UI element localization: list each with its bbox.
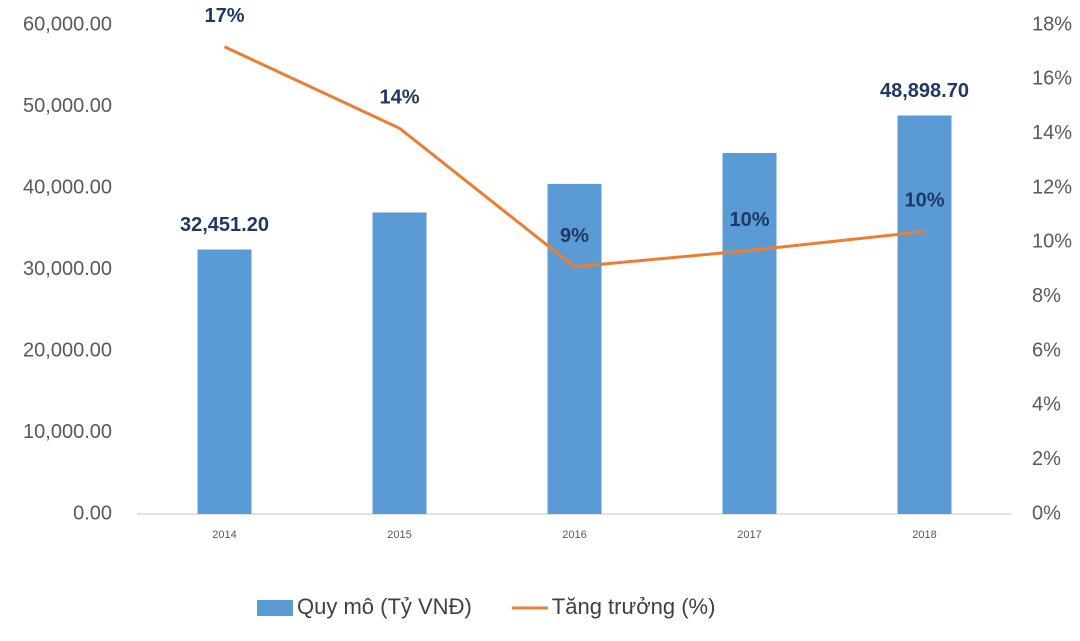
bar — [197, 249, 252, 515]
legend-label: Quy mô (Tỷ VNĐ) — [297, 594, 472, 619]
y-tick-label: 20,000.00 — [23, 339, 112, 361]
legend-label: Tăng trưởng (%) — [552, 594, 716, 619]
line-value-label: 9% — [560, 225, 589, 247]
y2-tick-label: 4% — [1032, 394, 1061, 416]
y-tick-label: 50,000.00 — [23, 95, 112, 117]
y2-tick-label: 12% — [1032, 176, 1072, 198]
bar — [547, 183, 602, 515]
bar — [897, 115, 952, 515]
x-tick-label: 2017 — [737, 529, 761, 541]
y2-tick-label: 14% — [1032, 122, 1072, 144]
bar-value-label: 32,451.20 — [180, 214, 269, 236]
x-tick-label: 2014 — [212, 529, 236, 541]
bar — [372, 212, 427, 514]
y2-tick-label: 18% — [1032, 13, 1072, 35]
line-value-label: 10% — [729, 209, 769, 231]
y-tick-label: 10,000.00 — [23, 421, 112, 443]
bar-value-label: 48,898.70 — [880, 80, 969, 102]
line-value-label: 10% — [904, 190, 944, 212]
bar — [722, 152, 777, 514]
y2-tick-label: 10% — [1032, 231, 1072, 253]
line — [223, 45, 925, 269]
y-tick-label: 60,000.00 — [23, 13, 112, 35]
y-tick-label: 30,000.00 — [23, 258, 112, 280]
legend-swatch — [257, 600, 293, 616]
y-tick-label: 40,000.00 — [23, 176, 112, 198]
y2-tick-label: 6% — [1032, 339, 1061, 361]
y2-tick-label: 0% — [1032, 502, 1061, 524]
y2-tick-label: 2% — [1032, 448, 1061, 470]
x-tick-label: 2016 — [562, 529, 586, 541]
x-tick-label: 2018 — [912, 529, 936, 541]
line-value-label: 14% — [379, 87, 419, 109]
line-value-label: 17% — [204, 5, 244, 27]
y2-tick-label: 8% — [1032, 285, 1061, 307]
x-tick-label: 2015 — [387, 529, 411, 541]
y2-tick-label: 16% — [1032, 68, 1072, 90]
y-tick-label: 0.00 — [73, 502, 112, 524]
